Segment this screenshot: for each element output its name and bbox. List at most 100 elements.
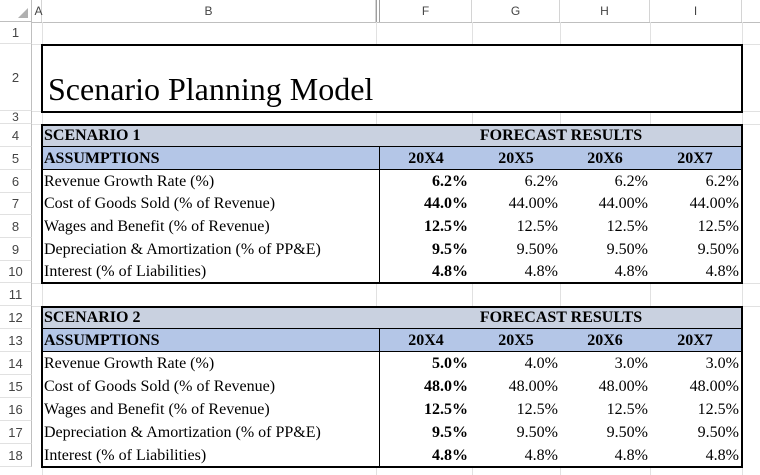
scenario1-assumptions-band [43, 147, 741, 170]
value-cell[interactable]: 4.8% [705, 263, 739, 280]
scenario2-year-20x7[interactable]: 20X7 [677, 332, 713, 349]
value-cell[interactable]: 9.50% [697, 424, 739, 441]
value-cell[interactable]: 12.5% [697, 218, 739, 235]
row-label[interactable]: Revenue Growth Rate (%) [44, 173, 215, 190]
row-header[interactable]: 6 [0, 170, 32, 193]
row-header[interactable]: 15 [0, 375, 32, 398]
page-title[interactable]: Scenario Planning Model [48, 71, 374, 107]
select-all-icon [18, 8, 28, 18]
scenario1-assumptions-label[interactable]: ASSUMPTIONS [44, 150, 160, 167]
scenario1-year-20x4[interactable]: 20X4 [408, 150, 444, 167]
value-cell[interactable]: 48.00% [508, 378, 558, 395]
value-cell[interactable]: 48.0% [424, 378, 468, 395]
value-cell[interactable]: 12.5% [424, 218, 468, 235]
column-header-h[interactable]: H [560, 0, 650, 22]
column-header-a[interactable]: A [32, 0, 43, 22]
hidden-columns-marker[interactable] [376, 0, 380, 22]
value-cell[interactable]: 44.00% [689, 195, 739, 212]
row-label[interactable]: Wages and Benefit (% of Revenue) [44, 401, 270, 418]
divider [43, 351, 741, 352]
value-cell[interactable]: 9.50% [516, 241, 558, 258]
row-header[interactable]: 14 [0, 352, 32, 375]
divider [43, 146, 741, 147]
scenario2-assumptions-label[interactable]: ASSUMPTIONS [44, 332, 160, 349]
column-header-g[interactable]: G [472, 0, 560, 22]
row-label[interactable]: Wages and Benefit (% of Revenue) [44, 218, 270, 235]
value-cell[interactable]: 12.5% [697, 401, 739, 418]
row-label[interactable]: Cost of Goods Sold (% of Revenue) [44, 378, 276, 395]
divider [379, 147, 380, 283]
row-header[interactable]: 5 [0, 147, 32, 170]
value-cell[interactable]: 44.00% [508, 195, 558, 212]
value-cell[interactable]: 4.8% [524, 263, 558, 280]
row-header[interactable]: 17 [0, 421, 32, 444]
value-cell[interactable]: 9.5% [432, 241, 468, 258]
row-header[interactable]: 4 [0, 124, 32, 147]
title-box [41, 44, 743, 113]
column-header-i[interactable]: I [650, 0, 742, 22]
value-cell[interactable]: 48.00% [598, 378, 648, 395]
row-label[interactable]: Revenue Growth Rate (%) [44, 355, 215, 372]
select-all-corner[interactable] [0, 0, 32, 22]
scenario2-header-band [43, 308, 741, 329]
value-cell[interactable]: 3.0% [705, 355, 739, 372]
scenario2-year-20x5[interactable]: 20X5 [498, 332, 534, 349]
value-cell[interactable]: 9.5% [432, 424, 468, 441]
row-header[interactable]: 9 [0, 238, 32, 261]
value-cell[interactable]: 4.8% [705, 447, 739, 464]
value-cell[interactable]: 12.5% [606, 401, 648, 418]
scenario1-year-20x5[interactable]: 20X5 [498, 150, 534, 167]
row-label[interactable]: Interest (% of Liabilities) [44, 447, 207, 464]
value-cell[interactable]: 9.50% [697, 241, 739, 258]
scenario1-year-20x7[interactable]: 20X7 [677, 150, 713, 167]
row-header[interactable]: 12 [0, 306, 32, 329]
value-cell[interactable]: 9.50% [606, 241, 648, 258]
value-cell[interactable]: 4.8% [614, 447, 648, 464]
divider [43, 328, 741, 329]
value-cell[interactable]: 12.5% [424, 401, 468, 418]
row-header[interactable]: 1 [0, 22, 32, 44]
row-label[interactable]: Depreciation & Amortization (% of PP&E) [44, 241, 321, 258]
value-cell[interactable]: 4.8% [432, 263, 468, 280]
scenario2-year-20x6[interactable]: 20X6 [587, 332, 623, 349]
value-cell[interactable]: 4.8% [614, 263, 648, 280]
row-header[interactable]: 2 [0, 44, 32, 111]
value-cell[interactable]: 4.0% [524, 355, 558, 372]
row-header[interactable]: 13 [0, 329, 32, 352]
value-cell[interactable]: 4.8% [524, 447, 558, 464]
value-cell[interactable]: 5.0% [432, 355, 468, 372]
value-cell[interactable]: 12.5% [606, 218, 648, 235]
column-header-b[interactable]: B [42, 0, 376, 22]
scenario1-forecast-label[interactable]: FORECAST RESULTS [479, 127, 643, 144]
value-cell[interactable]: 48.00% [689, 378, 739, 395]
scenario1-label[interactable]: SCENARIO 1 [44, 127, 141, 144]
value-cell[interactable]: 44.0% [424, 195, 468, 212]
row-header[interactable]: 3 [0, 111, 32, 124]
value-cell[interactable]: 12.5% [516, 218, 558, 235]
row-header[interactable]: 18 [0, 444, 32, 467]
row-header[interactable]: 8 [0, 215, 32, 238]
column-header-f[interactable]: F [380, 0, 472, 22]
value-cell[interactable]: 6.2% [705, 173, 739, 190]
row-label[interactable]: Interest (% of Liabilities) [44, 263, 207, 280]
row-header[interactable]: 7 [0, 193, 32, 215]
row-label[interactable]: Depreciation & Amortization (% of PP&E) [44, 424, 321, 441]
value-cell[interactable]: 6.2% [432, 173, 468, 190]
column-header-bar: A B F G H I [0, 0, 760, 23]
value-cell[interactable]: 6.2% [524, 173, 558, 190]
value-cell[interactable]: 12.5% [516, 401, 558, 418]
scenario2-forecast-label[interactable]: FORECAST RESULTS [479, 309, 643, 326]
row-header[interactable]: 16 [0, 398, 32, 421]
value-cell[interactable]: 9.50% [516, 424, 558, 441]
value-cell[interactable]: 44.00% [598, 195, 648, 212]
scenario2-label[interactable]: SCENARIO 2 [44, 309, 141, 326]
scenario2-year-20x4[interactable]: 20X4 [408, 332, 444, 349]
row-header[interactable]: 10 [0, 261, 32, 283]
value-cell[interactable]: 6.2% [614, 173, 648, 190]
value-cell[interactable]: 3.0% [614, 355, 648, 372]
value-cell[interactable]: 9.50% [606, 424, 648, 441]
row-header[interactable]: 11 [0, 283, 32, 306]
scenario1-year-20x6[interactable]: 20X6 [587, 150, 623, 167]
row-label[interactable]: Cost of Goods Sold (% of Revenue) [44, 195, 276, 212]
value-cell[interactable]: 4.8% [432, 447, 468, 464]
